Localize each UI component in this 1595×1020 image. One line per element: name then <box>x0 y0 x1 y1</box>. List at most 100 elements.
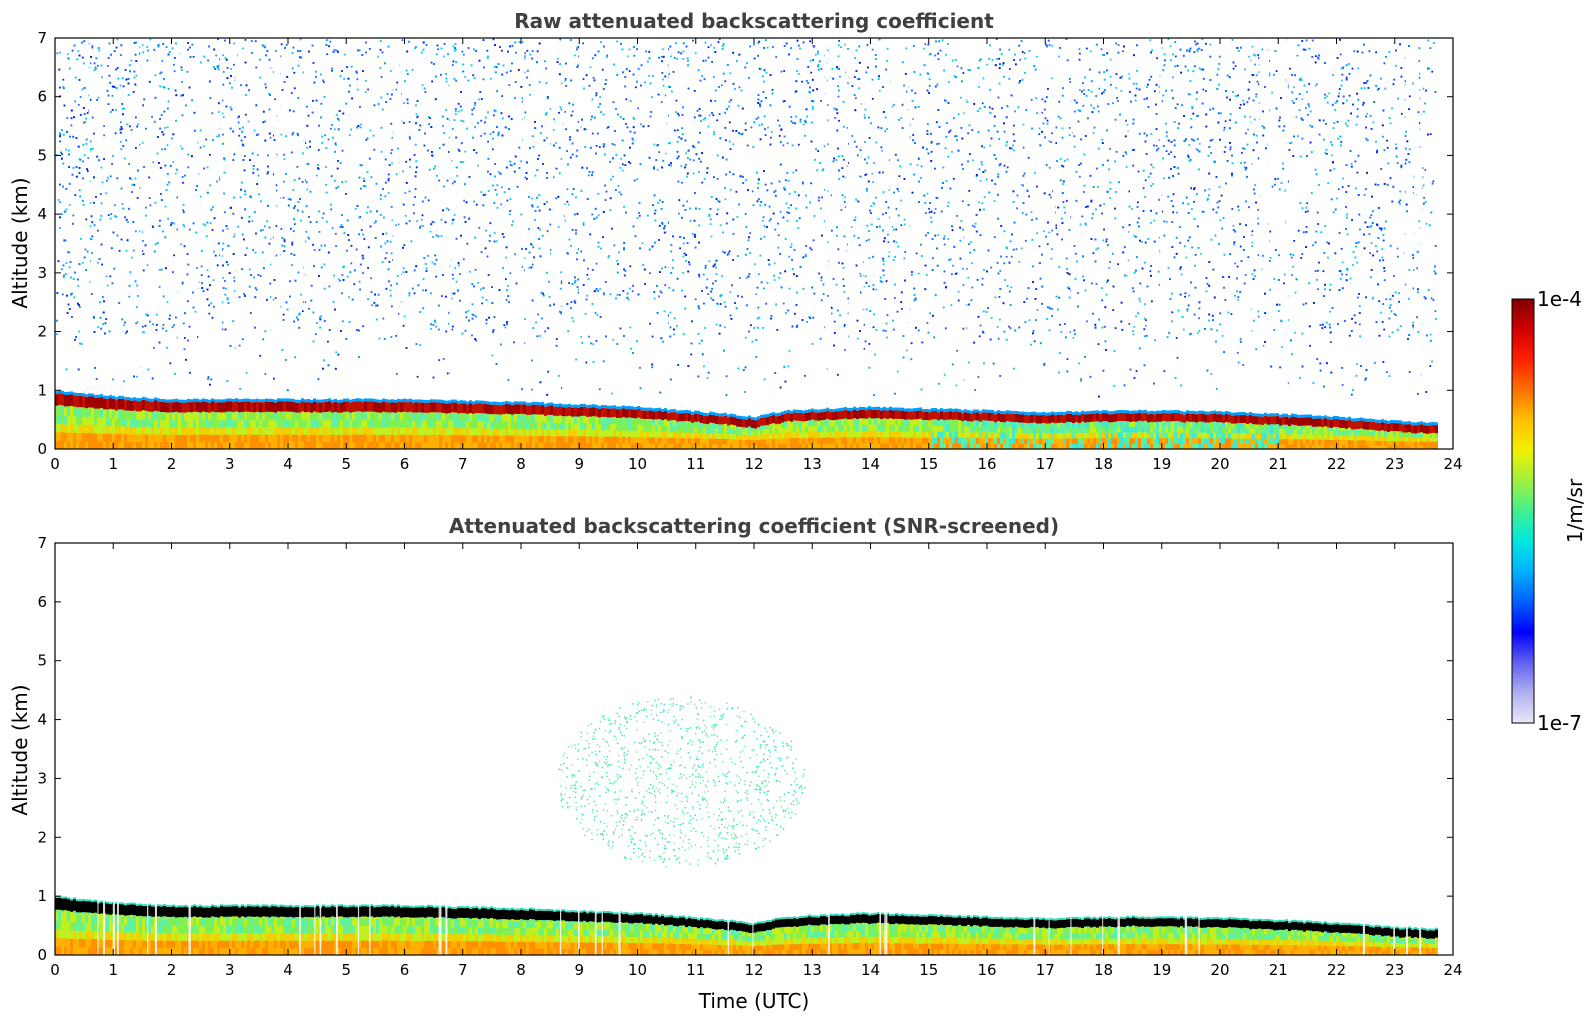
noise-point <box>255 288 258 291</box>
noise-point <box>1026 297 1028 300</box>
noise-point <box>481 302 484 305</box>
noise-point <box>1038 245 1041 248</box>
noise-point <box>1368 233 1371 235</box>
noise-point <box>61 268 63 271</box>
noise-point <box>554 142 557 144</box>
noise-point <box>497 133 500 136</box>
noise-point <box>1043 362 1046 365</box>
noise-point <box>1027 157 1030 159</box>
noise-point <box>724 80 727 83</box>
noise-point <box>592 343 595 346</box>
noise-point <box>160 193 162 195</box>
noise-point <box>62 86 65 88</box>
noise-point <box>230 68 233 70</box>
noise-point <box>364 91 367 93</box>
noise-point <box>991 59 994 61</box>
noise-point <box>1176 356 1179 359</box>
noise-point <box>406 102 409 105</box>
noise-point <box>387 173 390 176</box>
noise-point <box>1188 48 1191 51</box>
noise-point <box>632 73 635 76</box>
noise-point <box>366 211 368 214</box>
noise-point <box>508 160 511 163</box>
noise-point <box>1082 82 1084 84</box>
noise-point <box>1385 220 1387 223</box>
noise-point <box>1275 70 1278 72</box>
noise-point <box>871 172 874 175</box>
noise-point <box>629 326 632 329</box>
noise-point <box>1080 380 1082 382</box>
noise-point <box>721 275 723 278</box>
noise-point <box>464 150 467 153</box>
noise-point <box>1218 63 1221 65</box>
noise-point <box>1143 132 1146 135</box>
noise-point <box>1348 94 1351 97</box>
noise-point <box>724 127 727 129</box>
noise-point <box>141 250 144 252</box>
noise-point <box>1073 99 1076 102</box>
noise-point <box>917 272 920 275</box>
noise-point <box>629 130 632 133</box>
noise-point <box>83 256 86 259</box>
noise-point <box>680 52 682 55</box>
noise-point <box>586 273 589 276</box>
noise-point <box>207 275 210 278</box>
noise-point <box>1289 142 1292 144</box>
noise-point <box>464 329 467 332</box>
noise-point <box>326 53 329 56</box>
noise-point <box>130 256 133 259</box>
noise-point <box>591 213 594 216</box>
noise-point <box>363 238 366 240</box>
noise-point <box>91 45 94 47</box>
noise-point <box>214 254 217 257</box>
noise-point <box>928 211 931 214</box>
noise-point <box>1115 151 1118 153</box>
noise-point <box>430 61 433 64</box>
noise-point <box>297 313 300 316</box>
noise-point <box>744 336 747 339</box>
noise-point <box>620 157 622 160</box>
noise-point <box>859 272 861 275</box>
noise-point <box>1103 203 1105 205</box>
noise-point <box>412 203 415 206</box>
noise-point <box>167 87 170 90</box>
noise-point <box>1370 224 1373 227</box>
noise-point <box>831 68 834 70</box>
noise-point <box>687 87 690 90</box>
noise-point <box>135 116 137 119</box>
noise-point <box>613 143 616 146</box>
noise-point <box>858 78 861 80</box>
noise-point <box>501 95 504 97</box>
noise-point <box>1174 55 1177 58</box>
noise-point <box>986 63 989 66</box>
noise-point <box>430 328 432 330</box>
noise-point <box>1324 97 1326 99</box>
noise-point <box>62 78 65 81</box>
noise-point <box>146 59 149 62</box>
noise-point <box>1178 122 1180 125</box>
noise-point <box>471 113 474 116</box>
noise-point <box>500 203 503 206</box>
noise-point <box>344 53 346 56</box>
noise-point <box>454 267 457 270</box>
noise-point <box>1283 282 1285 285</box>
noise-point <box>810 248 813 251</box>
noise-point <box>1377 87 1380 90</box>
noise-point <box>390 336 393 338</box>
noise-point <box>1065 257 1068 260</box>
noise-point <box>1061 164 1063 167</box>
noise-point <box>480 191 483 193</box>
noise-point <box>97 64 99 67</box>
noise-point <box>775 56 778 58</box>
noise-point <box>989 144 992 147</box>
noise-point <box>697 69 700 72</box>
noise-point <box>114 132 117 135</box>
noise-point <box>375 220 377 223</box>
noise-point <box>762 219 764 222</box>
noise-point <box>1253 53 1255 56</box>
noise-point <box>678 212 680 215</box>
noise-point <box>993 200 996 202</box>
noise-point <box>349 134 351 136</box>
noise-point <box>596 314 599 316</box>
noise-point <box>1163 370 1166 372</box>
